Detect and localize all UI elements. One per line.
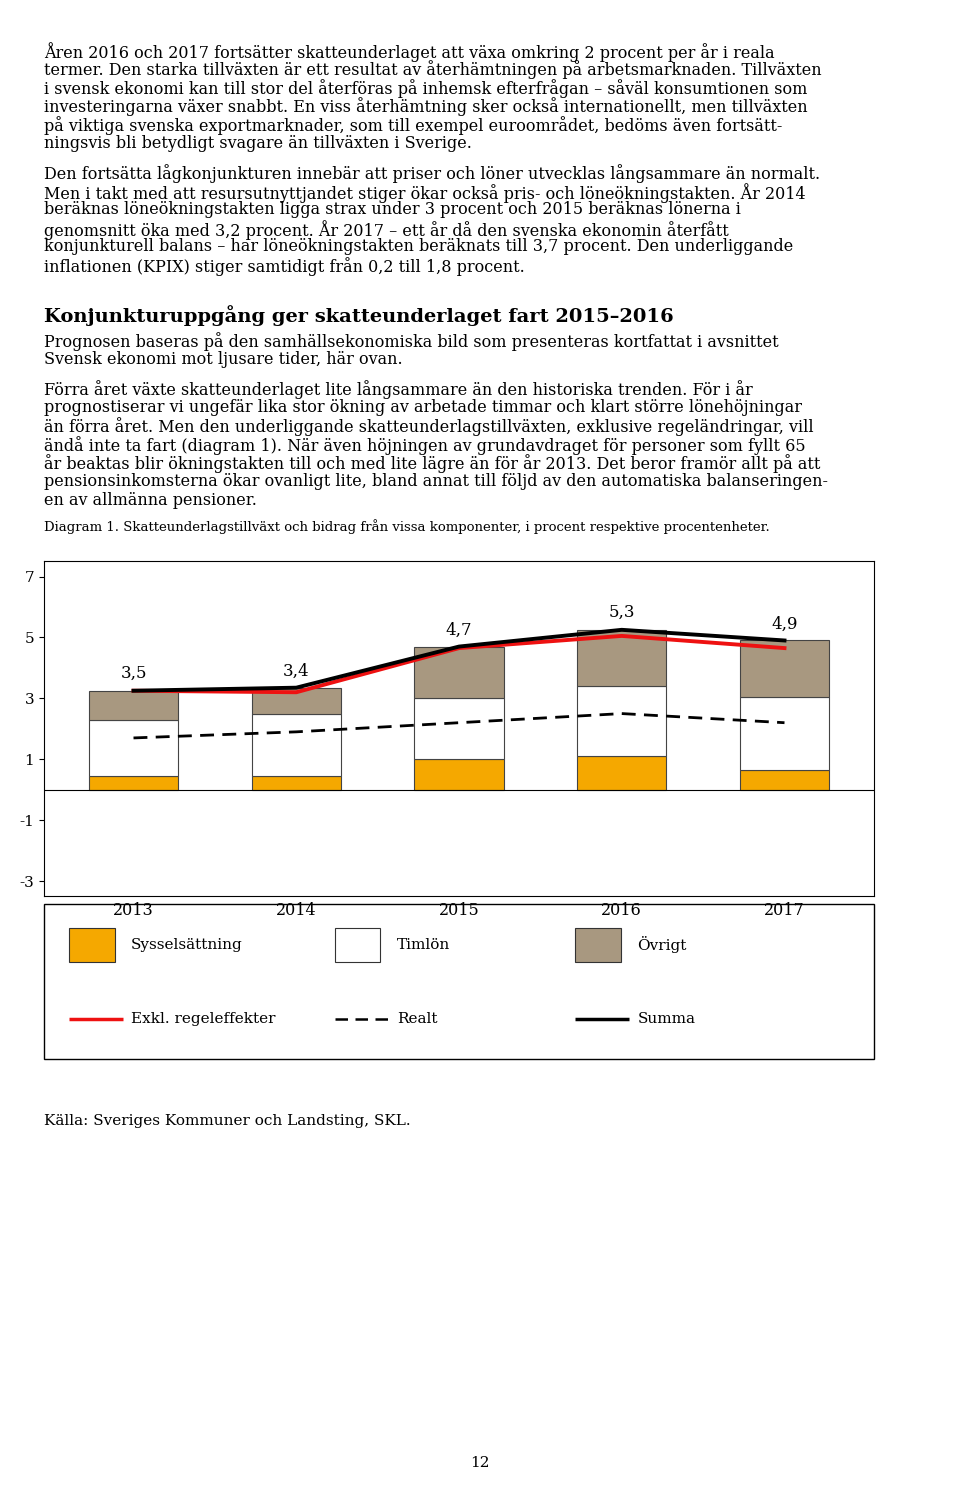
Text: 2015: 2015 xyxy=(439,901,479,918)
Text: Konjunkturuppgång ger skatteunderlaget fart 2015–2016: Konjunkturuppgång ger skatteunderlaget f… xyxy=(44,304,674,325)
Text: i svensk ekonomi kan till stor del återföras på inhemsk efterfrågan – såväl kons: i svensk ekonomi kan till stor del återf… xyxy=(44,78,807,98)
Text: 2013: 2013 xyxy=(113,901,154,918)
Bar xyxy=(252,713,341,777)
Bar xyxy=(740,641,829,697)
Bar xyxy=(334,927,380,962)
Text: 3,4: 3,4 xyxy=(283,664,309,680)
Bar xyxy=(415,647,504,698)
Text: termer. Den starka tillväxten är ett resultat av återhämtningen på arbetsmarknad: termer. Den starka tillväxten är ett res… xyxy=(44,60,822,80)
Bar xyxy=(740,771,829,790)
Bar xyxy=(88,777,179,790)
Text: 2017: 2017 xyxy=(764,901,804,918)
Text: pensionsinkomsterna ökar ovanligt lite, bland annat till följd av den automatisk: pensionsinkomsterna ökar ovanligt lite, … xyxy=(44,473,828,491)
Bar xyxy=(577,756,666,790)
Bar xyxy=(575,927,621,962)
Text: Åren 2016 och 2017 fortsätter skatteunderlaget att växa omkring 2 procent per år: Åren 2016 och 2017 fortsätter skatteunde… xyxy=(44,42,775,62)
Bar xyxy=(577,629,666,686)
Text: Sysselsättning: Sysselsättning xyxy=(132,938,243,951)
Text: år beaktas blir ökningstakten till och med lite lägre än för år 2013. Det beror : år beaktas blir ökningstakten till och m… xyxy=(44,455,821,474)
Text: Den fortsätta lågkonjunkturen innebär att priser och löner utvecklas långsammare: Den fortsätta lågkonjunkturen innebär at… xyxy=(44,164,820,184)
Bar xyxy=(577,686,666,756)
Text: 4,7: 4,7 xyxy=(445,622,472,640)
Text: Diagram 1. Skatteunderlagstillväxt och bidrag från vissa komponenter, i procent : Diagram 1. Skatteunderlagstillväxt och b… xyxy=(44,519,770,534)
Text: Svensk ekonomi mot ljusare tider, här ovan.: Svensk ekonomi mot ljusare tider, här ov… xyxy=(44,351,402,367)
Bar xyxy=(415,698,504,759)
Text: prognostiserar vi ungefär lika stor ökning av arbetade timmar och klart större l: prognostiserar vi ungefär lika stor ökni… xyxy=(44,399,802,415)
Text: 2016: 2016 xyxy=(601,901,642,918)
Text: ningsvis bli betydligt svagare än tillväxten i Sverige.: ningsvis bli betydligt svagare än tillvä… xyxy=(44,134,472,152)
Text: Exkl. regeleffekter: Exkl. regeleffekter xyxy=(132,1011,276,1026)
Text: investeringarna växer snabbt. En viss återhämtning sker också internationellt, m: investeringarna växer snabbt. En viss åt… xyxy=(44,98,807,116)
Text: ändå inte ta fart (diagram 1). När även höjningen av grundavdraget för personer : ändå inte ta fart (diagram 1). När även … xyxy=(44,436,805,455)
Text: beräknas löneökningstakten ligga strax under 3 procent och 2015 beräknas lönerna: beräknas löneökningstakten ligga strax u… xyxy=(44,202,741,218)
Text: Källa: Sveriges Kommuner och Landsting, SKL.: Källa: Sveriges Kommuner och Landsting, … xyxy=(44,1114,411,1129)
Text: en av allmänna pensioner.: en av allmänna pensioner. xyxy=(44,492,257,509)
Text: genomsnitt öka med 3,2 procent. År 2017 – ett år då den svenska ekonomin återfåt: genomsnitt öka med 3,2 procent. År 2017 … xyxy=(44,220,729,239)
Text: inflationen (KPIX) stiger samtidigt från 0,2 till 1,8 procent.: inflationen (KPIX) stiger samtidigt från… xyxy=(44,256,525,275)
Text: Realt: Realt xyxy=(396,1011,437,1026)
Bar xyxy=(415,759,504,790)
Text: 4,9: 4,9 xyxy=(771,616,798,634)
Text: Men i takt med att resursutnyttjandet stiger ökar också pris- och löneökningstak: Men i takt med att resursutnyttjandet st… xyxy=(44,182,805,203)
Text: 12: 12 xyxy=(470,1455,490,1470)
Text: konjunkturell balans – har löneökningstakten beräknats till 3,7 procent. Den und: konjunkturell balans – har löneökningsta… xyxy=(44,238,793,256)
Text: Summa: Summa xyxy=(637,1011,695,1026)
Text: 2014: 2014 xyxy=(276,901,317,918)
Text: på viktiga svenska exportmarknader, som till exempel euroområdet, bedöms även fo: på viktiga svenska exportmarknader, som … xyxy=(44,116,782,135)
Text: Prognosen baseras på den samhällsekonomiska bild som presenteras kortfattat i av: Prognosen baseras på den samhällsekonomi… xyxy=(44,333,779,351)
Text: Timlön: Timlön xyxy=(396,938,450,951)
Text: än förra året. Men den underliggande skatteunderlagstillväxten, exklusive regelä: än förra året. Men den underliggande ska… xyxy=(44,417,814,436)
Text: Övrigt: Övrigt xyxy=(637,936,686,953)
Text: Förra året växte skatteunderlaget lite långsammare än den historiska trenden. Fö: Förra året växte skatteunderlaget lite l… xyxy=(44,381,753,399)
Bar xyxy=(69,927,114,962)
Bar xyxy=(88,691,179,719)
Bar xyxy=(252,777,341,790)
Text: 3,5: 3,5 xyxy=(120,665,147,682)
Text: 5,3: 5,3 xyxy=(609,604,635,620)
Bar xyxy=(740,697,829,771)
Bar xyxy=(252,688,341,713)
Bar xyxy=(88,719,179,777)
